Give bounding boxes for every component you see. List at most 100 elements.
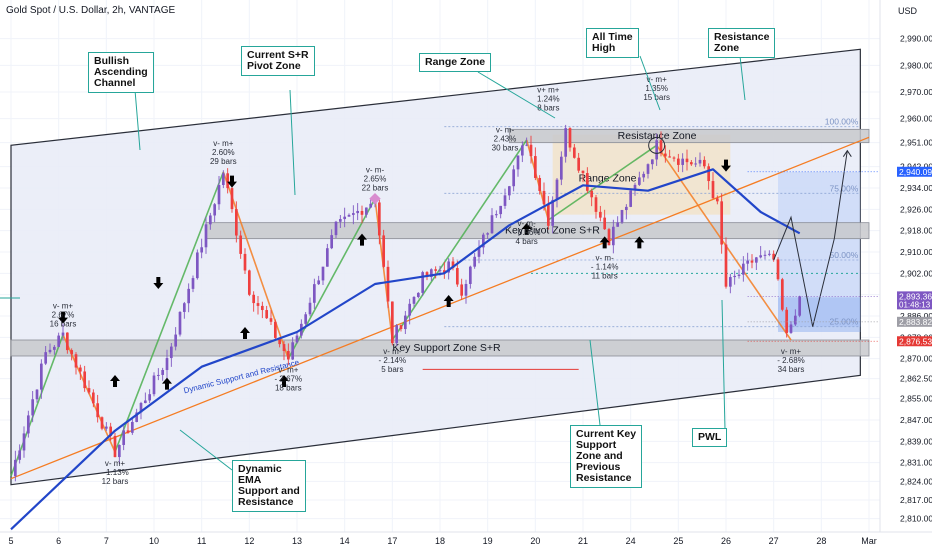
time-tick-label: 18: [435, 536, 445, 546]
arrow-up-icon: [162, 377, 172, 390]
candle-up: [321, 266, 325, 281]
candle-down: [715, 198, 719, 202]
callout-connector: [739, 55, 746, 101]
candle-up: [39, 363, 43, 390]
candle-up: [161, 370, 165, 375]
callout-connector: [721, 299, 726, 431]
candle-down: [707, 166, 711, 182]
candle-up: [143, 400, 147, 404]
candle-up: [304, 314, 308, 324]
price-tag: [897, 166, 932, 177]
price-tick-label: 2,870.00: [900, 354, 932, 364]
candle-down: [572, 147, 576, 158]
candle-up: [629, 190, 633, 207]
candle-down: [386, 266, 390, 302]
pivot-label-line: v- m+: [213, 139, 234, 148]
callout-connector: [179, 429, 233, 471]
candle-down: [460, 284, 464, 296]
candle-up: [182, 303, 186, 312]
candle-up: [767, 253, 771, 255]
arrow-up-icon: [279, 375, 289, 387]
price-tag-label: 2,893.36: [899, 291, 932, 301]
candle-up: [789, 324, 793, 333]
candle-down: [542, 190, 546, 205]
price-tick-label: 2,951.00: [900, 138, 932, 148]
candle-up: [763, 254, 767, 256]
candle-up: [468, 266, 472, 284]
time-tick-label: 5: [8, 536, 13, 546]
resistance-zone-label: Resistance Zone: [618, 130, 697, 142]
time-axis[interactable]: 5 6 7 10 11 12 13 14 17 18 19 20 21 24 25 26 27 28 Mar: [0, 531, 932, 546]
candle-down: [399, 325, 403, 330]
pivot-label-line: v- m+: [781, 347, 802, 356]
price-tick-label: 2,839.00: [900, 436, 932, 446]
callout-range-zone: Range Zone: [419, 53, 492, 72]
candle-up: [364, 207, 368, 215]
candle-up: [295, 335, 299, 343]
currency-label: USD: [898, 6, 918, 16]
arrow-up-icon: [443, 295, 454, 307]
swing-up-line: [287, 198, 376, 360]
price-tick-label: 2,902.00: [900, 268, 932, 278]
pivot-label-line: 2.67%: [52, 311, 75, 320]
price-tick-label: 2,855.00: [900, 394, 932, 404]
pivot-label-line: 1.24%: [537, 95, 560, 104]
pivot-label: v+ m+ 1.24% 8 bars: [537, 86, 560, 113]
candle-down: [663, 153, 667, 157]
pivot-label-line: - 2.68%: [777, 356, 805, 365]
candle-up: [759, 255, 763, 258]
candle-up: [551, 199, 555, 226]
candle-down: [100, 417, 104, 429]
candle-up: [117, 444, 121, 458]
ema-line: [10, 168, 801, 531]
candle-up: [200, 247, 204, 253]
candle-up: [22, 433, 26, 451]
candle-down: [451, 261, 455, 269]
pivot-label: v- m-- 0.96% 4 bars: [513, 219, 541, 246]
time-tick-label: Mar: [861, 536, 877, 546]
arrow-down-icon: [58, 311, 68, 324]
price-tick-label: 2,970.00: [900, 87, 932, 97]
candle-up: [494, 214, 498, 216]
callout-current-sr-pivot: Current S+R Pivot Zone: [241, 46, 315, 76]
candle-up: [395, 325, 399, 344]
price-tag-countdown: 01:48:13: [899, 300, 931, 309]
candle-up: [308, 302, 312, 315]
candle-up: [139, 403, 143, 413]
candle-down: [78, 367, 82, 372]
candle-down: [74, 354, 78, 368]
candle-up: [698, 159, 702, 164]
candle-down: [594, 197, 598, 212]
pivot-label-line: 16 bars: [50, 320, 77, 329]
time-tick-label: 27: [769, 536, 779, 546]
pivot-label-line: 4 bars: [516, 237, 538, 246]
callout-bullish-channel: Bullish Ascending Channel: [88, 52, 154, 93]
pivot-label-line: v- m+: [278, 366, 299, 375]
projection-path: [773, 150, 848, 327]
candle-up: [325, 248, 329, 267]
price-axis[interactable]: 2,810.00 2,817.00 2,824.00 2,831.00 2,839.00…: [879, 0, 932, 532]
candle-down: [377, 202, 381, 236]
pivot-label-line: v- m+: [53, 302, 74, 311]
callout-all-time-high: All Time High: [586, 28, 639, 58]
candle-down: [577, 157, 581, 171]
candle-down: [702, 159, 706, 167]
arrow-up-icon: [357, 233, 367, 246]
candle-up: [481, 234, 485, 248]
pivot-label-line: v- m-: [496, 126, 515, 135]
candle-down: [676, 158, 680, 165]
candle-up: [447, 261, 451, 273]
candle-up: [525, 144, 529, 146]
price-tick-label: 2,926.00: [900, 204, 932, 214]
candle-down: [70, 350, 74, 355]
candle-up: [148, 394, 152, 401]
candle-down: [91, 392, 95, 404]
pivot-label-line: 11 bars: [592, 272, 618, 281]
time-tick-label: 26: [721, 536, 731, 546]
candle-up: [477, 247, 481, 257]
candle-down: [711, 181, 715, 199]
candle-down: [96, 403, 100, 418]
pivot-label-line: v- m-: [383, 347, 402, 356]
candle-up: [499, 205, 503, 215]
pivot-label-line: 22 bars: [362, 184, 389, 193]
